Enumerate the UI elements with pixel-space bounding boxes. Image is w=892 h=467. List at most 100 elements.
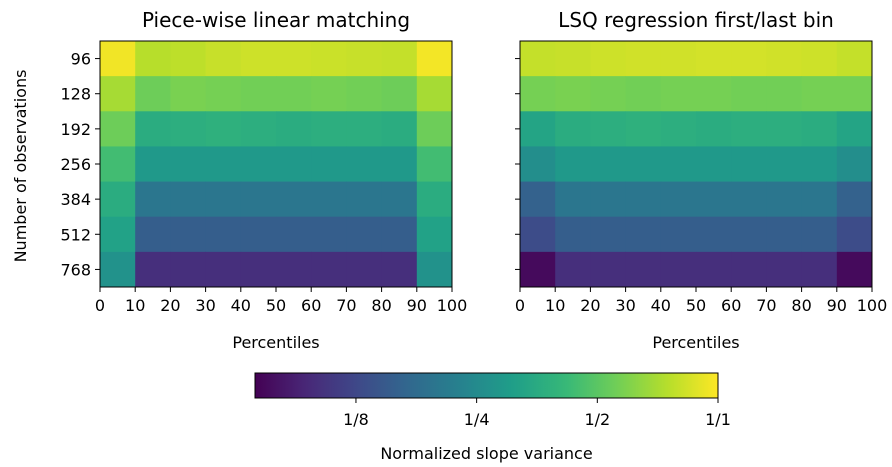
- heatmap-cell: [205, 76, 242, 112]
- heatmap-cell: [766, 146, 802, 182]
- heatmap-cell: [381, 146, 418, 182]
- heatmap-cell: [731, 216, 767, 253]
- x-tick-label: 20: [160, 296, 180, 315]
- heatmap-cell: [100, 181, 136, 218]
- heatmap-cell: [625, 111, 662, 147]
- colorbar-tick-label: 1/1: [705, 410, 731, 429]
- heatmap-cell: [801, 76, 838, 112]
- heatmap-cell: [555, 181, 591, 218]
- x-tick-label: 90: [407, 296, 427, 315]
- heatmap-cell: [100, 216, 136, 253]
- heatmap-cell: [205, 146, 242, 182]
- heatmap-cell: [696, 181, 732, 218]
- heatmap-cell: [766, 76, 802, 112]
- heatmap-cell: [660, 41, 697, 77]
- y-tick-label: 384: [60, 190, 91, 209]
- heatmap-cell: [135, 216, 171, 253]
- heatmap-cell: [276, 76, 312, 112]
- heatmap-cell: [836, 216, 873, 253]
- heatmap-cell: [590, 41, 626, 77]
- heatmap-cell: [170, 146, 206, 182]
- heatmap-cell: [346, 181, 382, 218]
- x-tick-label: 40: [231, 296, 251, 315]
- heatmap-cell: [205, 251, 242, 288]
- x-tick-label: 70: [336, 296, 356, 315]
- heatmap-cell: [381, 76, 418, 112]
- x-tick-label: 60: [721, 296, 741, 315]
- heatmap-cell: [170, 111, 206, 147]
- colorbar-tick-label: 1/2: [584, 410, 610, 429]
- heatmap-cell: [731, 76, 767, 112]
- heatmap-cell: [660, 181, 697, 218]
- heatmap-cell: [766, 111, 802, 147]
- heatmap-cell: [625, 76, 662, 112]
- heatmap-panel-piecewise: 0 10 20 30 40 50 60 70 80 90 100 96 128 192 256 384 512 7…: [60, 8, 467, 352]
- heatmap-cell: [311, 41, 347, 77]
- heatmap-cell: [801, 111, 838, 147]
- heatmap-cell: [801, 181, 838, 218]
- x-tick-label: 50: [686, 296, 706, 315]
- heatmap-cell: [240, 181, 277, 218]
- heatmap-cell: [696, 216, 732, 253]
- heatmap-cell: [731, 251, 767, 288]
- heatmap-cell: [135, 146, 171, 182]
- heatmap-cell: [696, 146, 732, 182]
- heatmap-cell: [381, 216, 418, 253]
- heatmap-cell: [205, 41, 242, 77]
- heatmap-cell: [801, 216, 838, 253]
- x-tick-label: 60: [301, 296, 321, 315]
- x-tick-label: 100: [437, 296, 468, 315]
- x-tick-label: 100: [857, 296, 888, 315]
- heatmap-cell: [276, 146, 312, 182]
- heatmap-cell: [346, 251, 382, 288]
- heatmap-cell: [170, 251, 206, 288]
- heatmap-cell: [381, 41, 418, 77]
- heatmap-cell: [100, 76, 136, 112]
- heatmap-cell: [836, 251, 873, 288]
- heatmap-cell: [836, 76, 873, 112]
- heatmap-cell: [240, 111, 277, 147]
- heatmap-cell: [836, 41, 873, 77]
- heatmap-cell: [590, 251, 626, 288]
- heatmap-cell: [276, 181, 312, 218]
- heatmap-cell: [205, 111, 242, 147]
- heatmap-cell: [590, 146, 626, 182]
- heatmap-cell: [590, 76, 626, 112]
- heatmap-cell: [801, 41, 838, 77]
- heatmap-cell: [590, 216, 626, 253]
- heatmap-cell: [311, 181, 347, 218]
- heatmap-cell: [100, 251, 136, 288]
- heatmap-cell: [276, 111, 312, 147]
- heatmap-cell: [731, 146, 767, 182]
- heatmap-cell: [416, 76, 453, 112]
- heatmap-cell: [836, 111, 873, 147]
- heatmap-cell: [520, 111, 556, 147]
- heatmap-cell: [346, 111, 382, 147]
- heatmap-cell: [590, 181, 626, 218]
- heatmap-cell: [660, 76, 697, 112]
- heatmap-cell: [766, 41, 802, 77]
- heatmap-cell: [766, 181, 802, 218]
- heatmap-cell: [660, 146, 697, 182]
- colorbar-tick-label: 1/4: [464, 410, 490, 429]
- y-tick-label: 256: [60, 155, 91, 174]
- heatmap-cell: [520, 146, 556, 182]
- heatmap-cell: [416, 216, 453, 253]
- heatmap-cell: [311, 76, 347, 112]
- x-tick-label: 10: [125, 296, 145, 315]
- x-tick-label: 30: [615, 296, 635, 315]
- heatmap-cell: [625, 216, 662, 253]
- heatmap-cell: [836, 146, 873, 182]
- heatmap-cell: [520, 41, 556, 77]
- heatmap-cell: [170, 41, 206, 77]
- x-axis-label: Percentiles: [652, 333, 739, 352]
- heatmap-cell: [170, 216, 206, 253]
- heatmap-cell: [660, 251, 697, 288]
- heatmap-cell: [135, 251, 171, 288]
- heatmap-cell: [100, 41, 136, 77]
- heatmap-cell: [311, 111, 347, 147]
- heatmap-panel-lsq: 0 10 20 30 40 50 60 70 80 90 100 LSQ regression fir…: [515, 8, 887, 352]
- heatmap-cell: [240, 146, 277, 182]
- heatmap-cell: [696, 251, 732, 288]
- heatmap-cell: [240, 41, 277, 77]
